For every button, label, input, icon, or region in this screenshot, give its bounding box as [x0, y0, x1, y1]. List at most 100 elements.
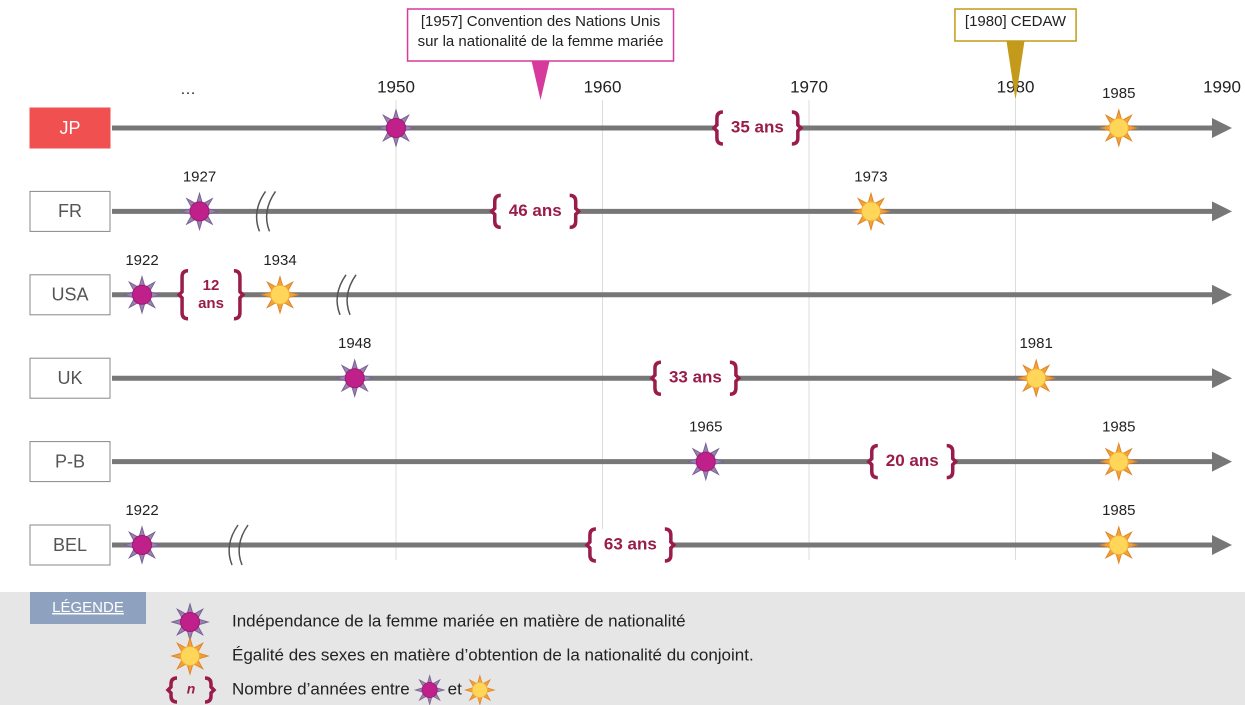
- event-marker: [376, 108, 416, 148]
- axis-ellipsis: …: [180, 81, 196, 98]
- event-marker: [122, 525, 162, 565]
- timeline-arrow: [1212, 284, 1232, 305]
- marker-core: [180, 612, 200, 632]
- country-label: JP: [59, 118, 80, 138]
- marker-core: [471, 682, 488, 699]
- timeline-arrow: [1212, 368, 1232, 389]
- event-marker: [1099, 441, 1139, 482]
- gap-bg: [715, 112, 799, 144]
- legend-text: et: [448, 679, 462, 698]
- callout-text: sur la nationalité de la femme mariée: [418, 33, 664, 50]
- marker-core: [189, 201, 210, 222]
- gap-text: 33 ans: [669, 368, 722, 387]
- axis-break: [346, 274, 357, 316]
- country-label: USA: [51, 285, 88, 305]
- bracket-left: [176, 269, 189, 321]
- gap-text: 20 ans: [886, 451, 939, 470]
- bracket-left: [584, 527, 597, 563]
- marker-core: [132, 284, 152, 305]
- gap-text: ans: [198, 295, 224, 312]
- gap-bg: [653, 362, 737, 395]
- marker-core: [132, 535, 152, 555]
- axis-break: [228, 524, 239, 566]
- bracket-left: [489, 193, 501, 230]
- event-year: 1927: [183, 168, 216, 185]
- legend-gap-symbol: n: [187, 681, 196, 697]
- gap-label: 63 ans: [584, 527, 677, 563]
- legend-text: Égalité des sexes en matière d’obtention…: [232, 645, 754, 664]
- gap-label: 33 ans: [649, 360, 742, 396]
- event-year: 1985: [1102, 419, 1135, 436]
- country-box: [29, 274, 111, 316]
- event-year: 1985: [1102, 85, 1135, 102]
- axis-break: [265, 190, 277, 232]
- marker-core: [1026, 368, 1047, 389]
- legend-text: Indépendance de la femme mariée en matiè…: [232, 611, 686, 630]
- callout-pointer: [531, 61, 550, 100]
- axis-tick-label: 1970: [790, 77, 828, 96]
- timeline-arrow: [1212, 535, 1232, 555]
- legend-icon: [413, 674, 446, 705]
- legend-item: n: [165, 676, 217, 704]
- event-marker: [122, 275, 162, 315]
- callout-text: [1957] Convention des Nations Unis: [421, 13, 660, 30]
- marker-core: [695, 451, 716, 472]
- legend-item: [170, 602, 210, 642]
- country-box: [29, 357, 111, 399]
- axis-break: [255, 190, 267, 232]
- country-label: UK: [57, 368, 82, 388]
- gap-label: 20 ans: [866, 443, 959, 480]
- gap-text: 35 ans: [731, 117, 784, 136]
- gap-bg: [870, 445, 954, 478]
- event-year: 1922: [125, 252, 158, 269]
- marker-core: [1108, 535, 1129, 555]
- callout-pointer: [1006, 41, 1025, 100]
- legend-item: [170, 636, 210, 676]
- callout: [1980] CEDAW: [954, 8, 1077, 100]
- event-marker: [686, 441, 726, 482]
- bracket-right: [946, 443, 959, 480]
- country-box: [29, 441, 111, 483]
- event-marker: [851, 191, 891, 232]
- bracket-right: [664, 527, 677, 563]
- bracket-left: [649, 360, 662, 396]
- gap-text: 46 ans: [509, 201, 562, 220]
- bracket-right: [791, 110, 804, 146]
- event-year: 1973: [854, 168, 887, 185]
- bracket-right: [204, 676, 217, 704]
- axis-tick-label: 1960: [584, 77, 622, 96]
- event-marker: [1016, 358, 1056, 399]
- axis-break: [238, 524, 249, 566]
- bracket-right: [729, 360, 742, 396]
- legend-text: Nombre d’années entre: [232, 679, 410, 698]
- legend-panel: [0, 592, 1245, 705]
- event-marker: [260, 275, 300, 315]
- timeline-arrow: [1212, 201, 1232, 222]
- marker-core: [270, 284, 290, 305]
- timeline-arrow: [1212, 118, 1232, 138]
- marker-core: [421, 682, 438, 699]
- gap-text: 12: [203, 277, 220, 294]
- callout-box: [406, 8, 675, 62]
- marker-core: [386, 118, 406, 138]
- timeline-arrow: [1212, 451, 1232, 472]
- bracket-right: [233, 269, 246, 321]
- country-label: P-B: [55, 451, 85, 471]
- event-year: 1934: [263, 252, 296, 269]
- gap-bg: [493, 195, 577, 228]
- axis-break: [336, 274, 347, 316]
- gap-bg: [588, 529, 672, 561]
- event-marker: [1099, 108, 1139, 148]
- axis-tick-label: 1990: [1203, 77, 1241, 96]
- callout-text: [1980] CEDAW: [965, 13, 1067, 30]
- legend-title: Légende: [52, 599, 124, 616]
- country-label: FR: [58, 201, 82, 221]
- event-year: 1965: [689, 419, 722, 436]
- event-marker: [1099, 525, 1139, 565]
- gap-bg: [181, 270, 241, 319]
- legend-icon: [464, 674, 496, 705]
- marker-core: [344, 368, 365, 389]
- event-year: 1922: [125, 502, 158, 519]
- axis-tick-label: 1950: [377, 77, 415, 96]
